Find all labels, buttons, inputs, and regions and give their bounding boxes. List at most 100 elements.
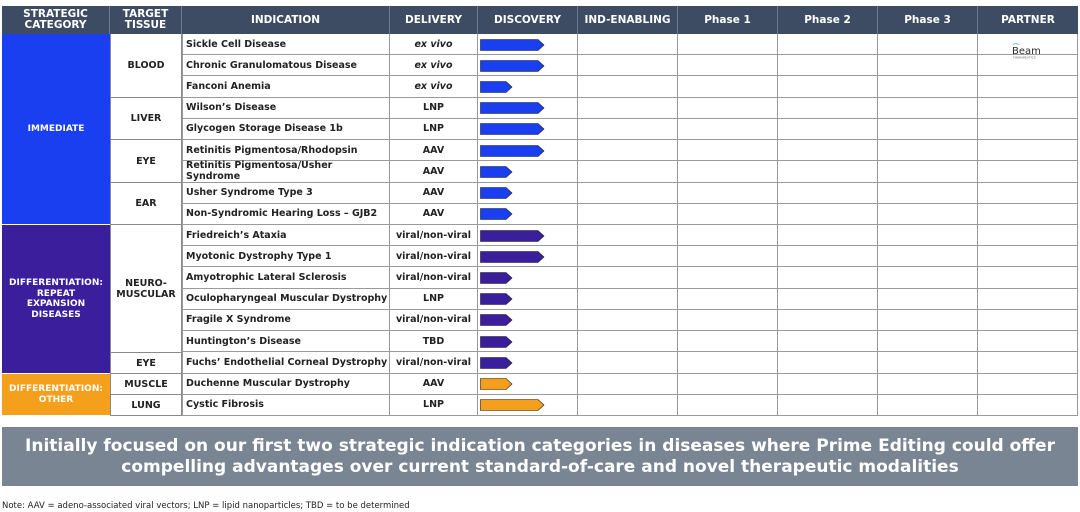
progress-arrow [480,229,545,242]
indication-cell: Fanconi Anemia [182,76,390,98]
delivery-cell: AAV [390,140,478,162]
phase-2-cell [778,267,878,289]
discovery-cell [478,331,578,353]
discovery-cell [478,34,578,56]
delivery-cell: LNP [390,394,478,416]
discovery-cell [478,309,578,332]
phase-3-cell [878,224,978,247]
phase-3-cell [878,97,978,119]
tissue-ear: EAR [110,183,182,225]
partner-cell [978,373,1078,395]
discovery-cell [478,55,578,77]
indication-cell: Cystic Fibrosis [182,394,390,416]
discovery-cell [478,182,578,204]
indication-cell: Usher Syndrome Type 3 [182,182,390,204]
phase-1-cell [678,97,778,119]
phase-1-cell [678,331,778,353]
phase-2-cell [778,55,878,77]
phase-1-cell [678,246,778,268]
phase-1-cell [678,140,778,162]
indication-cell: Amyotrophic Lateral Sclerosis [182,267,390,289]
ind-enabling-cell [578,224,678,247]
indication-cell: Friedreich’s Ataxia [182,224,390,247]
header-indication: INDICATION [182,6,390,34]
progress-arrow [480,123,545,136]
progress-arrow [480,314,513,327]
progress-arrow [480,60,545,72]
partner-name: Beam [1012,46,1041,57]
ind-enabling-cell [578,203,678,225]
phase-1-cell [678,267,778,289]
partner-cell [978,394,1078,416]
banner-line-1: Initially focused on our first two strat… [25,435,1055,456]
indication-cell: Fuchs’ Endothelial Corneal Dystrophy [182,352,390,374]
delivery-cell: AAV [390,373,478,395]
discovery-cell [478,373,578,395]
progress-arrow [480,378,513,390]
tissue-eye: EYE [110,140,182,183]
delivery-cell: TBD [390,331,478,353]
partner-cell [978,140,1078,162]
phase-2-cell [778,352,878,374]
partner-cell [978,267,1078,289]
phase-2-cell [778,182,878,204]
phase-3-cell [878,203,978,225]
phase-1-cell [678,373,778,395]
delivery-cell: LNP [390,288,478,310]
phase-1-cell [678,34,778,56]
phase-2-cell [778,373,878,395]
progress-arrow [480,102,545,115]
category-differentiation-other: DIFFERENTIATION: OTHER [2,374,110,416]
partner-cell [978,352,1078,374]
ind-enabling-cell [578,267,678,289]
phase-2-cell [778,97,878,119]
phase-3-cell [878,118,978,141]
indication-cell: Retinitis Pigmentosa/Usher Syndrome [182,160,390,183]
ind-enabling-cell [578,309,678,332]
indication-cell: Duchenne Muscular Dystrophy [182,373,390,395]
phase-1-cell [678,309,778,332]
partner-cell [978,76,1078,98]
phase-1-cell [678,55,778,77]
progress-arrow [480,38,545,51]
discovery-cell [478,246,578,268]
category-repeat-expansion: DIFFERENTIATION: REPEAT EXPANSION DISEAS… [2,225,110,374]
phase-3-cell [878,55,978,77]
header-discovery: DISCOVERY [478,6,578,34]
delivery-cell: ex vivo [390,55,478,77]
discovery-cell [478,288,578,310]
ind-enabling-cell [578,246,678,268]
phase-3-cell [878,309,978,332]
pipeline-table: STRATEGIC CATEGORY TARGET TISSUE INDICAT… [2,6,1078,416]
ind-enabling-cell [578,373,678,395]
ind-enabling-cell [578,118,678,141]
phase-2-cell [778,309,878,332]
indication-cell: Fragile X Syndrome [182,309,390,332]
partner-cell [978,203,1078,225]
phase-3-cell [878,352,978,374]
delivery-cell: AAV [390,203,478,225]
progress-arrow [480,250,545,263]
header-ind-enabling: IND-ENABLING [578,6,678,34]
phase-3-cell [878,182,978,204]
partner-cell [978,161,1078,183]
phase-1-cell [678,118,778,141]
delivery-cell: AAV [390,161,478,183]
discovery-cell [478,161,578,183]
phase-3-cell [878,288,978,310]
progress-arrow [480,399,545,412]
phase-2-cell [778,76,878,98]
phase-2-cell [778,331,878,353]
discovery-cell [478,352,578,374]
progress-arrow [480,144,545,157]
header-phase-2: Phase 2 [778,6,878,34]
discovery-cell [478,76,578,98]
partner-cell [978,34,1078,56]
discovery-cell [478,97,578,119]
progress-arrow [480,208,513,221]
discovery-cell [478,394,578,416]
phase-3-cell [878,373,978,395]
indication-cell: Chronic Granulomatous Disease [182,55,390,77]
delivery-cell: LNP [390,97,478,119]
phase-3-cell [878,331,978,353]
